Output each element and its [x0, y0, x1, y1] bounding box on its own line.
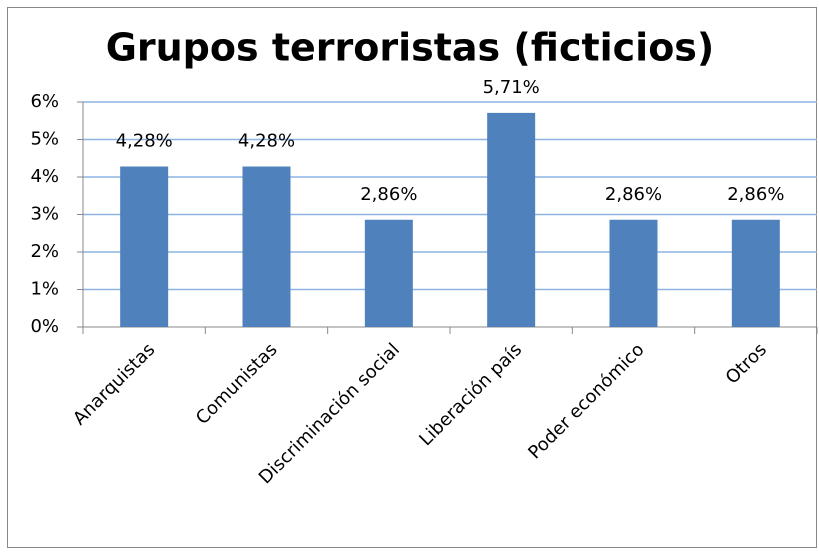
value-label: 4,28%	[116, 131, 173, 152]
value-label: 2,86%	[605, 184, 662, 205]
value-label: 5,71%	[483, 77, 540, 98]
y-tick-label: 4%	[30, 166, 59, 187]
y-tick-label: 2%	[30, 241, 59, 262]
bar	[242, 166, 291, 327]
y-tick-label: 6%	[30, 91, 59, 112]
bar	[120, 166, 169, 327]
bar	[731, 219, 780, 327]
bar	[487, 112, 536, 327]
y-tick-label: 0%	[30, 316, 59, 337]
value-label: 2,86%	[360, 184, 417, 205]
chart-title: Grupos terroristas (ficticios)	[106, 26, 715, 70]
bar	[364, 219, 413, 327]
y-tick-label: 1%	[30, 279, 59, 300]
value-label: 2,86%	[727, 184, 784, 205]
bar	[609, 219, 658, 327]
y-tick-label: 3%	[30, 204, 59, 225]
value-label: 4,28%	[238, 131, 295, 152]
y-tick-label: 5%	[30, 129, 59, 150]
